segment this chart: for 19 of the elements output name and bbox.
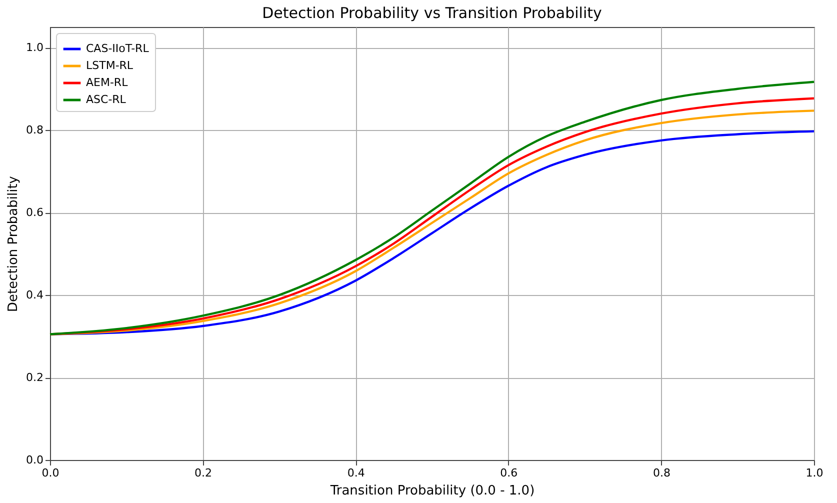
x-tick-label: 0.6	[500, 466, 518, 480]
legend-label: ASC-RL	[86, 93, 127, 106]
y-tick-label: 1.0	[26, 41, 44, 54]
legend-label: AEM-RL	[86, 76, 129, 89]
y-tick-label: 0.8	[26, 124, 44, 137]
x-tick-label: 0.4	[347, 466, 365, 480]
x-tick-label: 1.0	[806, 466, 824, 480]
x-tick-label: 0.0	[42, 466, 60, 480]
chart-title: Detection Probability vs Transition Probability	[262, 4, 602, 22]
y-tick-label: 0.4	[26, 288, 44, 302]
y-axis-title: Detection Probability	[6, 176, 22, 312]
y-tick-label: 0.2	[26, 371, 44, 384]
legend-label: CAS-IIoT-RL	[86, 42, 150, 55]
y-tick-label: 0.6	[26, 206, 44, 220]
x-axis-title: Transition Probability (0.0 - 1.0)	[329, 484, 535, 498]
x-tick-label: 0.2	[194, 466, 212, 480]
legend-label: LSTM-RL	[86, 59, 134, 72]
y-tick-label: 0.0	[26, 454, 44, 466]
x-tick-label: 0.8	[652, 466, 670, 480]
